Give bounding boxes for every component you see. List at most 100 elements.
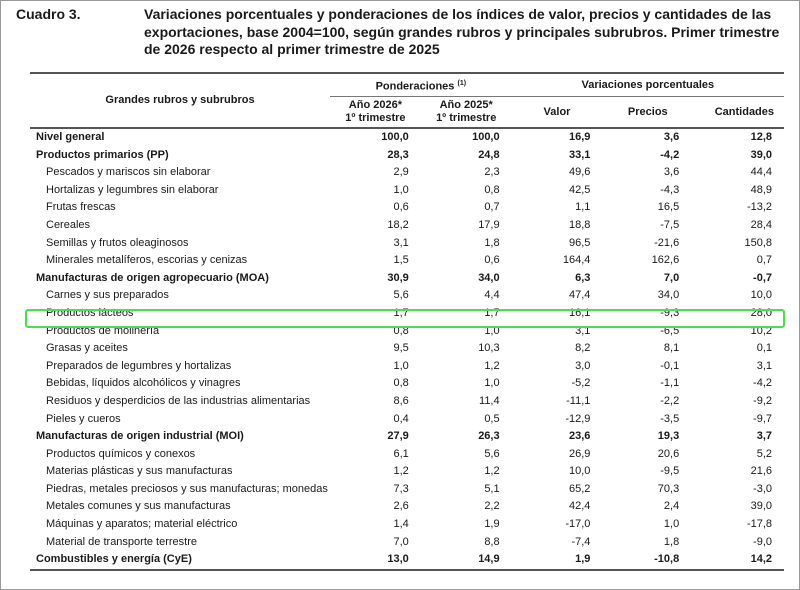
cell-name: Carnes y sus preparados [46, 289, 169, 302]
cell-valor: 6,3 [575, 271, 591, 284]
cell-ponderacion-2026: 13,0 [330, 551, 421, 571]
table-body: Nivel general 100,0 100,0 16,9 3,6 12,8 Produc… [30, 128, 785, 571]
header-year-2026-line2: 1º trimestre [345, 112, 406, 124]
header-cantidades: Cantidades [693, 96, 785, 129]
cell-name: Máquinas y aparatos; material eléctrico [46, 518, 238, 531]
cell-precios: 20,6 [657, 447, 680, 460]
cell-ponderacion-2026: 1,0 [393, 359, 409, 372]
cell-name: Residuos y desperdicios de las industria… [46, 394, 311, 407]
cell-ponderacion-2025: 2,3 [484, 166, 500, 179]
cell-precios: -6,5 [660, 324, 680, 337]
header-year-2026-line1: Año 2026* [348, 99, 402, 111]
cell-ponderacion-2025: 1,0 [484, 377, 500, 390]
cell-ponderacion-2025: 0,7 [484, 201, 500, 214]
cell-cantidades: -13,2 [746, 201, 773, 214]
cell-valor: -12,9 [565, 412, 591, 425]
cell-precios: 3,6 [663, 166, 680, 179]
cell-precios: -10,8 [602, 551, 694, 571]
cell-name: Piedras, metales preciosos y sus manufac… [46, 482, 328, 495]
cell-ponderacion-2025: 2,2 [484, 500, 500, 513]
cell-precios: 8,1 [663, 342, 680, 355]
table-row: Manufacturas de origen agropecuario (MOA… [30, 270, 784, 288]
cell-ponderacion-2025: 5,6 [484, 447, 500, 460]
table-row: Productos lácteos 1,7 1,7 16,1 -9,3 28,0 [30, 305, 784, 323]
cell-ponderacion-2025: 17,9 [478, 218, 500, 231]
cell-ponderacion-2026: 5,6 [393, 289, 409, 302]
cell-ponderacion-2025: 5,1 [484, 482, 500, 495]
table-row: Grasas y aceites 9,5 10,3 8,2 8,1 0,1 [30, 340, 784, 358]
cell-valor: -11,1 [566, 394, 591, 407]
cell-precios: 7,0 [663, 271, 680, 284]
cell-valor: 33,1 [568, 148, 591, 161]
table-row: Preparados de legumbres y hortalizas 1,0 1… [30, 358, 784, 376]
cell-name: Semillas y frutos oleaginosos [46, 236, 189, 249]
cell-ponderacion-2025: 1,9 [484, 518, 500, 531]
cell-ponderacion-2026: 2,9 [393, 166, 409, 179]
cell-cantidades: -9,0 [753, 535, 773, 548]
header-year-2025-line1: Año 2025* [439, 99, 493, 111]
cell-ponderacion-2025: 1,2 [484, 465, 500, 478]
cell-ponderacion-2025: 14,9 [420, 551, 512, 571]
cell-ponderacion-2025: 1,2 [484, 359, 500, 372]
cell-cantidades: 39,0 [750, 148, 773, 161]
table-row: Carnes y sus preparados 5,6 4,4 47,4 34,0 10,… [30, 287, 784, 305]
cell-name: Productos químicos y conexos [46, 447, 196, 460]
cell-ponderacion-2026: 1,5 [393, 254, 409, 267]
cell-precios: -7,5 [660, 218, 680, 231]
table-row: Combustibles y energía (CyE) 13,0 14,9 1,9-… [30, 551, 785, 571]
cell-ponderacion-2025: 10,3 [478, 342, 500, 355]
cell-ponderacion-2026: 7,3 [393, 482, 409, 495]
cell-valor: 1,9 [511, 551, 603, 571]
cell-name: Grasas y aceites [46, 342, 128, 355]
cell-precios: 162,6 [651, 254, 680, 267]
cell-valor: 3,1 [575, 324, 591, 337]
table-row: Materias plásticas y sus manufacturas 1,2… [30, 463, 784, 481]
cell-name: Hortalizas y legumbres sin elaborar [46, 183, 219, 196]
cell-precios: -3,5 [660, 412, 680, 425]
header-name-col: Grandes rubros y subrubros [30, 72, 330, 129]
cell-valor: 18,8 [568, 218, 591, 231]
cell-cantidades: 12,8 [750, 131, 773, 143]
cell-precios: -9,5 [660, 465, 680, 478]
cell-valor: 42,5 [568, 183, 591, 196]
cell-name: Pieles y cueros [46, 412, 121, 425]
caption-title: Variaciones porcentuales y ponderaciones… [144, 6, 780, 57]
cell-cantidades: 10,0 [750, 289, 773, 302]
cell-name: Metales comunes y sus manufacturas [46, 500, 231, 513]
cell-name: Nivel general [36, 131, 105, 143]
cell-cantidades: 10,2 [750, 324, 773, 337]
table-row: Productos de molinería 0,8 1,0 3,1 -6,5 10,2 [30, 323, 784, 341]
cell-cantidades: 0,7 [756, 254, 773, 267]
cell-name: Material de transporte terrestre [46, 535, 198, 548]
cell-ponderacion-2025: 0,5 [484, 412, 500, 425]
cell-ponderacion-2025: 1,0 [484, 324, 500, 337]
cell-valor: -5,2 [571, 377, 591, 390]
cell-valor: 23,6 [568, 430, 591, 443]
cell-ponderacion-2026: 7,0 [393, 535, 409, 548]
cell-ponderacion-2026: 6,1 [393, 447, 409, 460]
cell-cantidades: -9,7 [753, 412, 773, 425]
cell-valor: 164,4 [562, 254, 591, 267]
cell-cantidades: -9,2 [753, 394, 773, 407]
cell-precios: 1,0 [663, 518, 680, 531]
cell-cantidades: 21,6 [750, 465, 773, 478]
cell-ponderacion-2026: 28,3 [387, 148, 409, 161]
header-precios: Precios [602, 96, 694, 129]
table-row: Piedras, metales preciosos y sus manufac… [30, 481, 784, 499]
cell-cantidades: -3,0 [753, 482, 773, 495]
cell-cantidades: 5,2 [756, 447, 773, 460]
exports-table: Grandes rubros y subrubros Ponderaciones… [30, 72, 785, 571]
cell-cantidades: -4,2 [753, 377, 773, 390]
cell-valor: 10,0 [568, 465, 591, 478]
table-row: Manufacturas de origen industrial (MOI) 2… [30, 428, 784, 446]
header-year-2025-line2: 1º trimestre [436, 112, 497, 124]
cell-name: Preparados de legumbres y hortalizas [46, 359, 232, 372]
cell-ponderacion-2025: 4,4 [484, 289, 500, 302]
cell-ponderacion-2026: 27,9 [387, 430, 409, 443]
cell-ponderacion-2026: 0,8 [393, 377, 409, 390]
table-row: Pieles y cueros 0,4 0,5 -12,9 -3,5 -9,7 [30, 411, 784, 429]
cell-ponderacion-2026: 100,0 [381, 131, 409, 143]
cell-ponderacion-2025: 1,8 [484, 236, 500, 249]
cell-precios: -21,6 [654, 236, 680, 249]
table-row: Productos químicos y conexos 6,1 5,6 26,9 20… [30, 446, 784, 464]
